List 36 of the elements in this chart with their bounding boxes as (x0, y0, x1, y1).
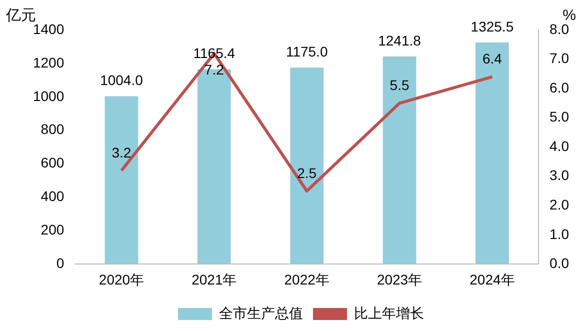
x-tick-label: 2023年 (376, 271, 422, 288)
y2-tick-label: 4.0 (550, 138, 570, 154)
bar (382, 56, 416, 264)
data-label: 3.2 (112, 144, 132, 160)
y-tick-label: 600 (40, 154, 64, 171)
legend-label: 比上年增长 (354, 304, 424, 321)
y-tick-label: 800 (40, 121, 64, 138)
data-label: 2.5 (297, 164, 317, 181)
x-tick-label: 2020年 (98, 271, 144, 288)
y2-tick-label: 5.0 (550, 108, 570, 125)
bar (290, 68, 324, 264)
data-label: 6.4 (482, 50, 502, 67)
y-tick-label: 200 (40, 222, 64, 238)
data-label: 1241.8 (378, 32, 422, 48)
y2-tick-label: 2.0 (550, 196, 570, 213)
data-label: 1325.5 (470, 18, 514, 34)
data-label: 1175.0 (286, 44, 328, 60)
y2-tick-label: 3.0 (550, 167, 570, 184)
bar (104, 96, 138, 264)
y-tick-label: 1000 (32, 88, 64, 104)
y-tick-label: 400 (40, 188, 64, 204)
x-tick-label: 2021年 (192, 271, 237, 288)
y2-tick-label: 1.0 (550, 226, 570, 242)
data-label: 1165.4 (193, 45, 236, 62)
data-label: 7.2 (204, 61, 224, 78)
y-tick-label: 1200 (32, 54, 64, 70)
y2-tick-label: 6.0 (550, 79, 570, 96)
y2-tick-label: 7.0 (550, 50, 570, 66)
y2-tick-label: 0.0 (550, 255, 570, 272)
legend-label: 全市生产总值 (219, 304, 303, 321)
data-label: 1004.0 (100, 72, 144, 88)
x-tick-label: 2022年 (284, 271, 330, 288)
y-tick-label: 0 (56, 255, 64, 272)
data-label: 5.5 (390, 77, 410, 94)
x-tick-label: 2024年 (470, 271, 515, 288)
bar (476, 42, 509, 264)
